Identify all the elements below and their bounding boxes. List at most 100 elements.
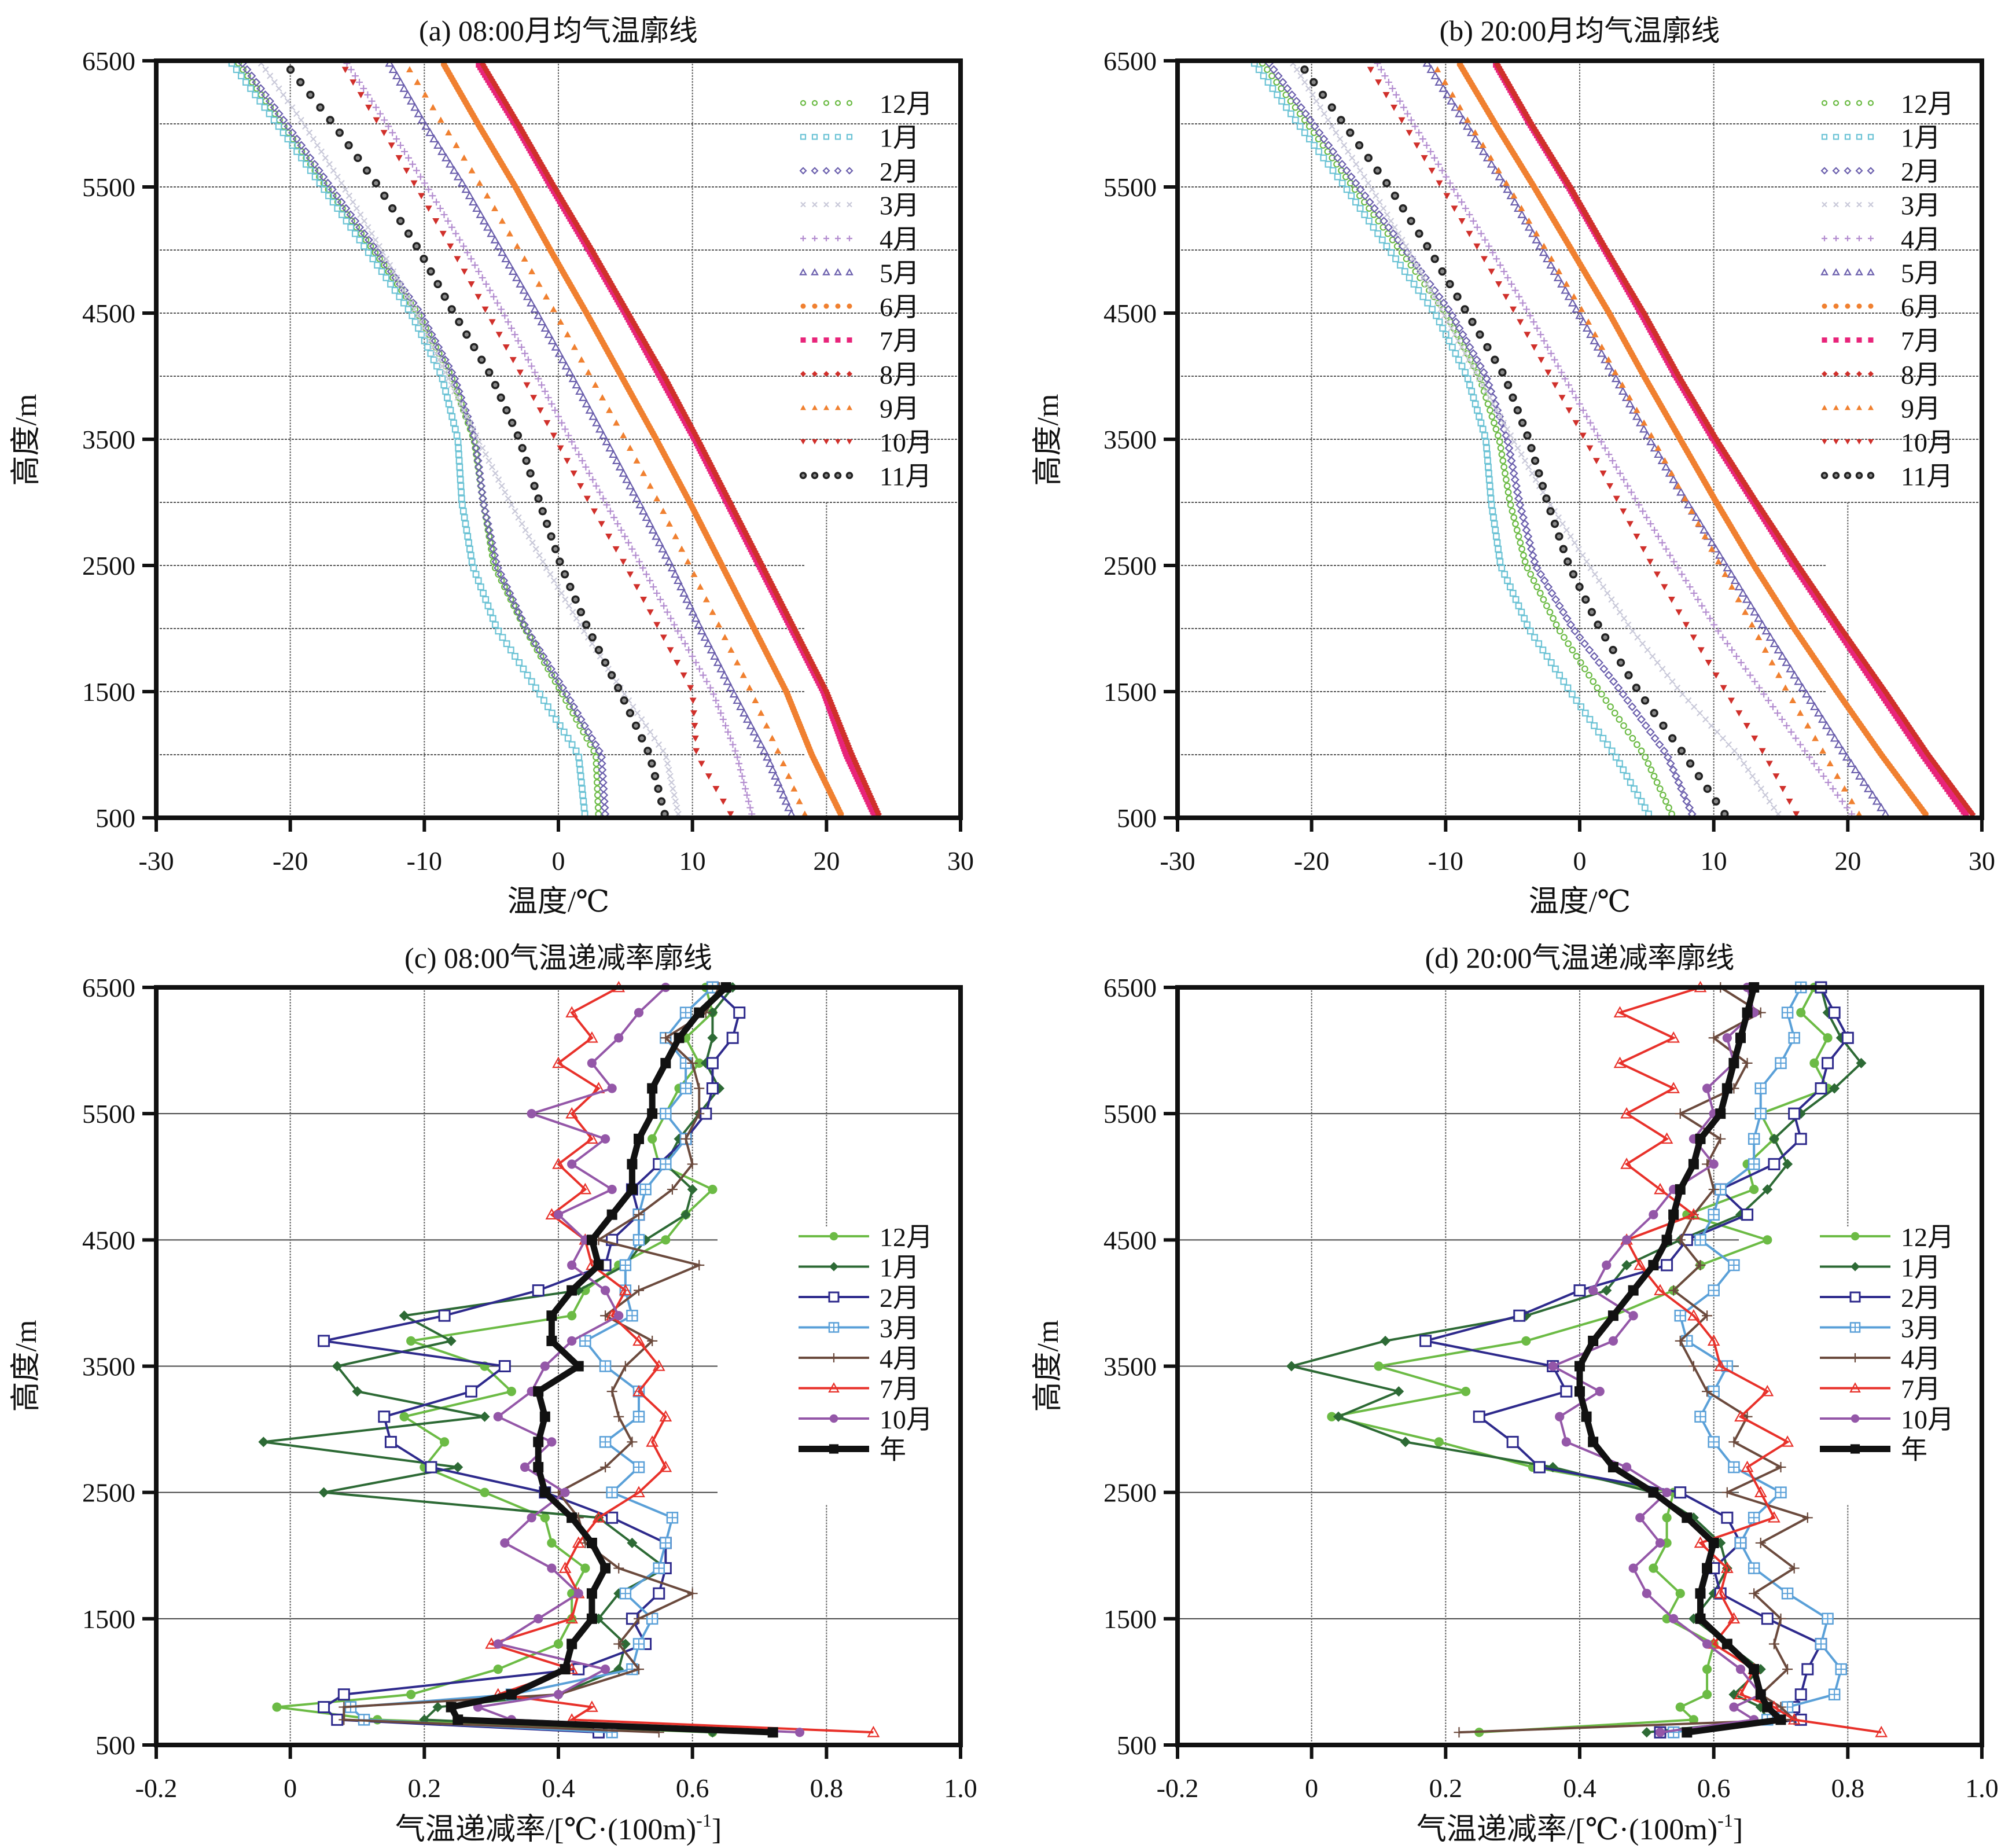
data-point [745,798,752,805]
legend-item: 10月 [799,1405,933,1434]
data-point [1608,747,1616,755]
data-point [1855,771,1864,780]
data-point [1550,615,1557,622]
data-point [453,1462,463,1473]
legend-marker [823,100,830,106]
data-point [664,760,671,767]
data-point [1454,1727,1465,1738]
data-point [1851,765,1860,774]
data-point [579,1335,591,1347]
data-point [543,658,552,667]
data-point [1356,205,1364,212]
data-point [424,324,433,333]
y-tick-label: 4500 [82,299,135,328]
x-tick-label: 0.2 [1429,1773,1463,1803]
data-point [1565,381,1572,389]
data-point [1361,211,1368,218]
data-point [1423,142,1430,149]
data-point [1641,721,1650,730]
data-point [1493,255,1500,263]
data-point [1646,559,1654,565]
data-point [1575,546,1582,553]
data-point [1706,615,1714,622]
data-point [1802,1512,1813,1523]
data-point [674,1033,685,1044]
data-point [607,671,616,679]
data-point [484,526,494,535]
data-point [397,281,404,288]
data-point [1506,495,1513,502]
data-point [1697,710,1704,717]
panel-a-temperature-08: (a) 08:00月均气温廓线 12月1月2月3月4月5月6月7月8月9月10月… [10,14,974,919]
series-11月 [286,65,669,818]
data-point [1788,1032,1800,1044]
data-point [318,1701,330,1714]
data-point [1495,432,1502,439]
data-point [1532,476,1539,483]
series-4月 [339,982,724,1738]
data-point [1765,760,1773,767]
legend-marker [834,268,842,275]
data-point [1491,419,1498,427]
legend-marker [1845,337,1851,343]
data-point [1626,394,1634,401]
y-tick-label: 2500 [1103,551,1157,581]
legend-marker [1856,337,1862,343]
data-point [591,508,598,515]
data-point [1616,658,1625,667]
data-point [310,160,319,169]
data-point [638,506,648,515]
data-point [1802,689,1811,698]
legend-marker [1832,167,1840,175]
data-point [1557,279,1566,288]
data-point [1838,798,1846,805]
data-point [384,1435,397,1448]
data-point [1515,532,1522,540]
data-point [620,1638,631,1649]
legend-marker [1832,268,1840,275]
data-point [1682,1727,1693,1738]
data-point [1327,1412,1337,1421]
legend-marker [835,371,841,377]
data-point [619,1284,632,1295]
data-point [1742,1007,1753,1018]
data-point [1539,646,1547,653]
data-point [1661,584,1668,591]
legend-marker [1833,371,1839,377]
data-point [1670,558,1677,565]
data-point [1675,1589,1685,1599]
data-point [614,520,621,528]
data-point [552,1056,565,1068]
data-point [1518,608,1525,616]
data-point [1775,1486,1787,1498]
data-point [660,634,667,641]
data-point [1590,425,1598,433]
data-point [332,1361,343,1372]
data-point [1297,72,1304,79]
data-point [520,665,527,673]
data-point [1498,564,1506,572]
data-point [1811,760,1818,767]
data-point [642,722,649,729]
panel-b-ticks: -30 -20 -10 0 10 20 30500150025003500450055006… [1103,46,1995,876]
data-point [558,683,568,693]
data-point [457,401,464,407]
panel-b-ylabel: 高度/m [1032,394,1065,486]
data-point [436,357,443,363]
data-point [1476,362,1485,371]
legend-marker [800,405,806,410]
data-point [1635,1513,1645,1523]
data-point [491,205,499,211]
data-point [480,1487,490,1497]
data-point [1642,431,1652,439]
data-point [681,640,689,648]
y-tick-label: 2500 [82,551,135,581]
data-point [1540,488,1547,496]
data-point [498,217,506,224]
data-point [444,217,452,225]
data-point [1548,255,1555,262]
y-tick-label: 1500 [1103,677,1157,707]
legend-marker [1855,472,1863,479]
data-point [1721,1083,1732,1094]
